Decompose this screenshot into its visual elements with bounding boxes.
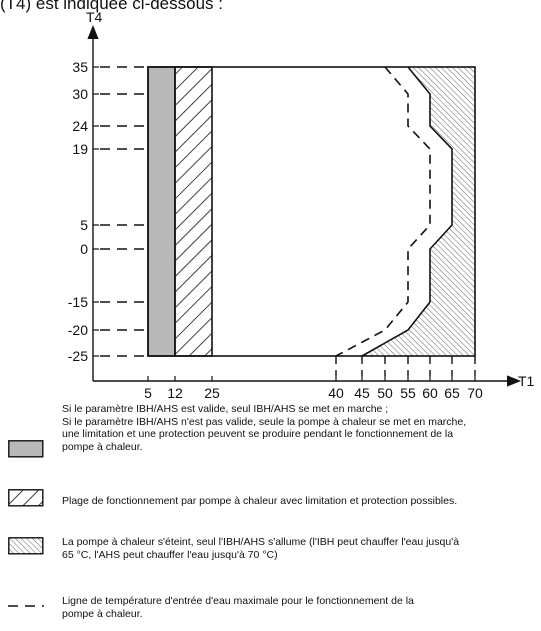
legend-text-dense-hatched: La pompe à chaleur s'éteint, seul l'IBH/… xyxy=(62,536,459,561)
x-tick-label: 5 xyxy=(144,385,152,401)
y-tick-label: 30 xyxy=(72,86,88,102)
y-tick-label: 19 xyxy=(72,141,88,157)
legend-line: Si le paramètre IBH/AHS n'est pas valide… xyxy=(62,415,467,428)
region-gray xyxy=(147,66,176,357)
caption-text: (T4) est indiquée ci-dessous : xyxy=(0,0,223,13)
x-tick-label: 50 xyxy=(377,385,393,401)
y-tick-label: -15 xyxy=(68,294,88,310)
legend-swatch-hatched xyxy=(8,489,44,507)
legend-line: une limitation et une protection peuvent… xyxy=(62,428,454,441)
dense-hatched-swatch-box xyxy=(8,537,44,555)
legend-text-dashed: Ligne de température d'entrée d'eau maxi… xyxy=(62,595,414,620)
legend-text-gray: Si le paramètre IBH/AHS est valide, seul… xyxy=(62,403,466,453)
legend-line: pompe à chaleur. xyxy=(62,440,143,453)
region-dense-hatched xyxy=(362,67,475,356)
max-inlet-temp-dashed-line xyxy=(335,66,431,357)
x-tick-label: 55 xyxy=(400,385,416,401)
y-tick-label: 0 xyxy=(80,241,88,257)
t4-axis-label: T4 xyxy=(86,9,103,25)
t1-axis-label: T1 xyxy=(518,373,535,389)
x-tick-label: 60 xyxy=(422,385,438,401)
legend-line: Si le paramètre IBH/AHS est valide, seul… xyxy=(62,403,389,415)
y-tick-label: -25 xyxy=(68,348,88,364)
legend-swatch-dense-hatched xyxy=(8,537,44,555)
y-tick-label: 5 xyxy=(80,217,88,233)
x-tick-label: 40 xyxy=(328,385,344,401)
region-hatched xyxy=(174,66,213,357)
x-tick-label: 65 xyxy=(444,385,460,401)
axes-layer: T4 T1 xyxy=(86,9,535,389)
hatched-swatch-box xyxy=(8,489,44,507)
plot-frame xyxy=(147,66,476,357)
legend-line: pompe à chaleur. xyxy=(62,607,143,620)
legend-swatch-gray xyxy=(8,440,44,458)
legend-line: Ligne de température d'entrée d'eau maxi… xyxy=(62,595,414,607)
solid-boundary-line xyxy=(361,66,453,357)
y-tick-label: -20 xyxy=(68,322,88,338)
x-tick-label: 25 xyxy=(204,385,220,401)
x-tick-label: 12 xyxy=(167,385,183,401)
y-tick-label: 35 xyxy=(72,59,88,75)
lines-layer xyxy=(335,66,453,357)
legend-text-hatched: Plage de fonctionnement par pompe à chal… xyxy=(62,495,457,508)
x-tick-label: 45 xyxy=(354,385,370,401)
legend-line: La pompe à chaleur s'éteint, seul l'IBH/… xyxy=(62,536,460,548)
x-tick-label: 70 xyxy=(467,385,483,401)
legend-line: Plage de fonctionnement par pompe à chal… xyxy=(62,495,458,507)
y-tick-label: 24 xyxy=(72,118,88,134)
regions-layer xyxy=(147,66,476,357)
legend-line: 65 °C, l'AHS peut chauffer l'eau jusqu'à… xyxy=(62,548,278,561)
gray-swatch-box xyxy=(8,440,44,458)
legend-swatch-dashed xyxy=(8,605,44,607)
